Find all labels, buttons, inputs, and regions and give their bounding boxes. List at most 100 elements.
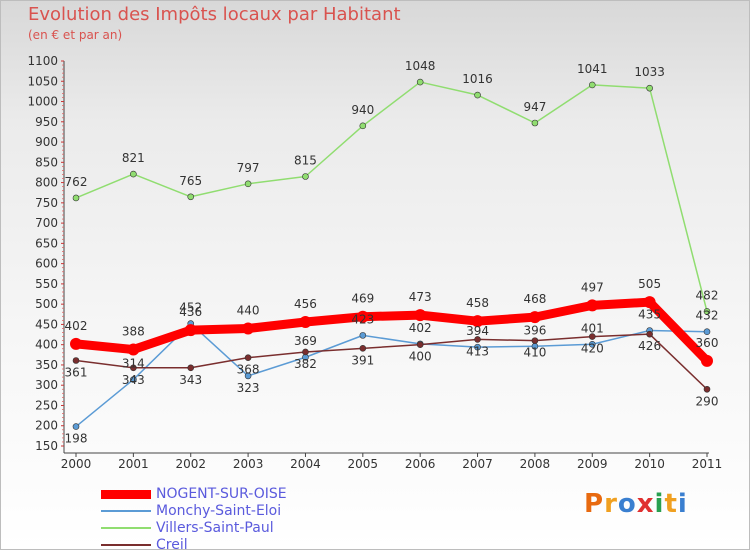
data-label: 436 [179,305,202,319]
data-point [302,348,309,356]
data-label: 382 [294,357,317,371]
data-label: 505 [638,277,661,291]
data-point [531,337,539,344]
data-point [586,299,599,312]
data-point [703,385,711,393]
data-point [531,119,539,127]
data-label: 426 [638,339,661,353]
y-tick-label: 1100 [27,54,58,68]
series-line-2 [75,81,708,313]
data-label: 401 [581,321,604,335]
logo-letter: i [677,489,688,519]
y-tick-label: 200 [35,419,58,433]
y-tick-label: 650 [35,236,58,250]
data-label: 765 [179,174,202,188]
data-label: 482 [696,288,719,302]
logo-letter: P [584,489,605,519]
x-tick-label: 2003 [233,457,264,471]
y-tick-label: 300 [35,378,58,392]
data-point [244,354,252,361]
y-tick-label: 550 [35,277,58,291]
data-label: 360 [696,336,719,350]
logo-letter: r [604,489,618,519]
data-point [302,173,309,180]
data-point [244,372,252,380]
data-label: 432 [696,309,719,323]
x-tick-label: 2000 [61,457,92,471]
data-label: 815 [294,154,317,168]
data-label: 821 [122,151,145,165]
data-label: 762 [65,175,88,189]
data-point [70,337,82,350]
x-tick-label: 2006 [405,457,436,471]
data-point [474,343,481,351]
data-label: 368 [237,363,260,377]
logo-letter: o [617,489,637,519]
data-point [127,343,140,356]
data-label: 394 [466,324,489,338]
data-point [72,357,80,364]
data-label: 343 [122,373,145,387]
x-tick-label: 2008 [520,457,551,471]
data-label: 361 [65,365,88,379]
data-point [72,423,80,430]
logo-letter: i [654,489,665,519]
y-tick-label: 500 [35,297,58,311]
y-tick-label: 150 [35,439,58,453]
data-label: 369 [294,334,317,348]
data-point [130,170,137,178]
data-point [130,364,137,372]
y-tick-label: 1000 [27,95,58,109]
x-tick-label: 2001 [118,457,149,471]
x-tick-label: 2009 [577,457,608,471]
data-point [474,336,481,343]
data-label: 469 [351,292,374,306]
data-point [646,84,653,92]
data-point [703,328,711,336]
y-tick-label: 750 [35,196,58,210]
data-label: 391 [351,353,374,367]
data-label: 1016 [462,72,493,86]
data-point [588,340,596,348]
y-tick-label: 950 [35,115,58,129]
data-point [414,309,427,322]
data-point [416,78,424,86]
data-label: 402 [409,321,432,335]
data-label: 947 [523,100,546,114]
data-point [359,332,367,339]
data-label: 323 [237,381,260,395]
data-label: 435 [638,308,661,322]
data-label: 290 [696,394,719,408]
y-tick-label: 850 [35,155,58,169]
legend-label: Monchy-Saint-Eloi [156,503,282,519]
data-label: 458 [466,296,489,310]
y-tick-label: 600 [35,257,58,271]
data-point [244,180,252,188]
data-point [474,91,481,99]
y-tick-label: 450 [35,317,58,331]
data-label: 468 [523,292,546,306]
chart-title: Evolution des Impôts locaux par Habitant [28,4,401,25]
data-label: 1033 [634,65,665,79]
data-label: 314 [122,357,145,371]
data-point [701,354,713,367]
y-tick-label: 900 [35,135,58,149]
data-label: 440 [237,303,260,317]
data-label: 423 [351,312,374,326]
data-point [588,81,596,89]
data-point [359,122,367,130]
series-line-3 [75,333,708,391]
data-point [187,364,195,372]
data-label: 402 [65,319,88,333]
chart-subtitle: (en € et par an) [28,28,123,42]
x-tick-label: 2002 [175,457,206,471]
legend-swatch [101,489,151,499]
y-tick-label: 250 [35,398,58,412]
data-label: 452 [179,301,202,315]
data-label: 797 [237,161,260,175]
data-label: 396 [523,323,546,337]
x-tick-label: 2010 [634,457,665,471]
data-point [184,324,197,337]
